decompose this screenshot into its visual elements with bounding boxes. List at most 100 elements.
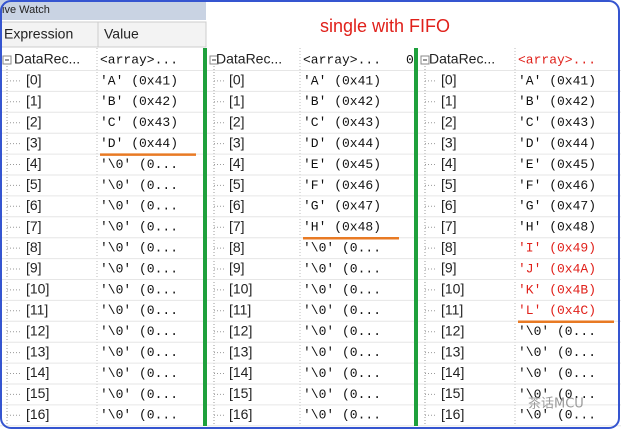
row-value: 'E' (0x45) [518, 157, 596, 172]
root-expression: DataRec... [429, 51, 495, 67]
green-divider [414, 48, 418, 426]
row-expression: [8] [441, 239, 457, 255]
row-expression: [12] [229, 322, 252, 338]
row-value: '\0' (0... [100, 345, 178, 360]
row-value: 'K' (0x4B) [518, 282, 596, 297]
row-expression: [14] [441, 364, 464, 380]
row-expression: [11] [229, 302, 251, 318]
header-expression: Expression [4, 26, 73, 42]
annotation: single with FIFO [320, 16, 450, 36]
row-expression: [7] [441, 218, 457, 234]
row-expression: [13] [26, 343, 49, 359]
row-expression: [2] [229, 113, 245, 129]
row-value: '\0' (0... [303, 408, 381, 423]
row-value: '\0' (0... [100, 157, 178, 172]
row-expression: [14] [26, 364, 49, 380]
green-divider [203, 48, 207, 426]
root-expression: DataRec... [216, 51, 282, 67]
row-value: '\0' (0... [303, 261, 381, 276]
row-expression: [0] [441, 72, 457, 88]
row-expression: [7] [229, 218, 245, 234]
row-expression: [3] [229, 134, 245, 150]
row-value: '\0' (0... [100, 366, 178, 381]
row-value: 'C' (0x43) [518, 115, 596, 130]
row-value: 'A' (0x41) [518, 73, 596, 88]
row-value: 'B' (0x42) [518, 94, 596, 109]
watermark: 茶话MCU [528, 396, 584, 412]
row-expression: [2] [26, 113, 42, 129]
row-expression: [12] [26, 322, 49, 338]
header-row [0, 21, 207, 48]
row-expression: [14] [229, 364, 252, 380]
row-value: '\0' (0... [518, 345, 596, 360]
row-value: '\0' (0... [518, 387, 596, 402]
row-expression: [6] [229, 197, 245, 213]
root-value: <array>... [518, 52, 596, 67]
row-expression: [11] [26, 302, 48, 318]
row-value: '\0' (0... [518, 366, 596, 381]
root-value: <array>... [100, 52, 178, 67]
row-value: 'B' (0x42) [303, 94, 381, 109]
row-expression: [1] [229, 93, 245, 109]
row-value: '\0' (0... [303, 303, 381, 318]
row-expression: [8] [229, 239, 245, 255]
row-expression: [15] [229, 385, 252, 401]
row-value: '\0' (0... [100, 387, 178, 402]
row-expression: [6] [441, 197, 457, 213]
row-value: '\0' (0... [518, 324, 596, 339]
row-expression: [11] [441, 302, 463, 318]
row-value: '\0' (0... [303, 366, 381, 381]
row-value: 'F' (0x46) [518, 178, 596, 193]
row-expression: [12] [441, 322, 464, 338]
row-expression: [3] [26, 134, 42, 150]
row-expression: [0] [26, 72, 42, 88]
panels: DataRec... <array>... [0] 'A' (0x41) [1] 'B' … [0, 48, 621, 427]
row-expression: [16] [229, 406, 252, 422]
row-value: 'H' (0x48) [518, 220, 596, 235]
row-expression: [16] [26, 406, 49, 422]
row-expression: [7] [26, 218, 42, 234]
row-value: '\0' (0... [100, 178, 178, 193]
next-column-value: 0 [406, 52, 414, 67]
row-value: 'D' (0x44) [518, 136, 596, 151]
row-expression: [10] [229, 281, 252, 297]
row-expression: [6] [26, 197, 42, 213]
row-value: 'E' (0x45) [303, 157, 381, 172]
row-expression: [9] [26, 260, 42, 276]
row-value: '\0' (0... [303, 324, 381, 339]
row-value: 'G' (0x47) [518, 199, 596, 214]
row-expression: [4] [229, 155, 245, 171]
row-value: '\0' (0... [518, 408, 596, 423]
row-value: '\0' (0... [100, 282, 178, 297]
row-expression: [10] [26, 281, 49, 297]
row-expression: [4] [26, 155, 42, 171]
row-value: '\0' (0... [100, 324, 178, 339]
row-value: 'C' (0x43) [303, 115, 381, 130]
row-expression: [16] [441, 406, 464, 422]
row-expression: [13] [441, 343, 464, 359]
row-expression: [1] [441, 93, 457, 109]
row-expression: [0] [229, 72, 245, 88]
row-value: '\0' (0... [100, 303, 178, 318]
row-value: '\0' (0... [303, 387, 381, 402]
row-expression: [9] [229, 260, 245, 276]
row-expression: [5] [229, 176, 245, 192]
row-expression: [3] [441, 134, 457, 150]
row-value: '\0' (0... [100, 408, 178, 423]
row-value: 'J' (0x4A) [518, 261, 596, 276]
row-value: '\0' (0... [100, 241, 178, 256]
row-expression: [1] [26, 93, 42, 109]
row-value: '\0' (0... [303, 345, 381, 360]
row-value: 'D' (0x44) [303, 136, 381, 151]
row-expression: [10] [441, 281, 464, 297]
row-expression: [8] [26, 239, 42, 255]
root-expression: DataRec... [14, 51, 80, 67]
window-title: ive Watch [2, 4, 50, 16]
row-value: 'D' (0x44) [100, 136, 178, 151]
row-value: 'G' (0x47) [303, 199, 381, 214]
header-value: Value [104, 26, 139, 42]
row-value: '\0' (0... [303, 241, 381, 256]
